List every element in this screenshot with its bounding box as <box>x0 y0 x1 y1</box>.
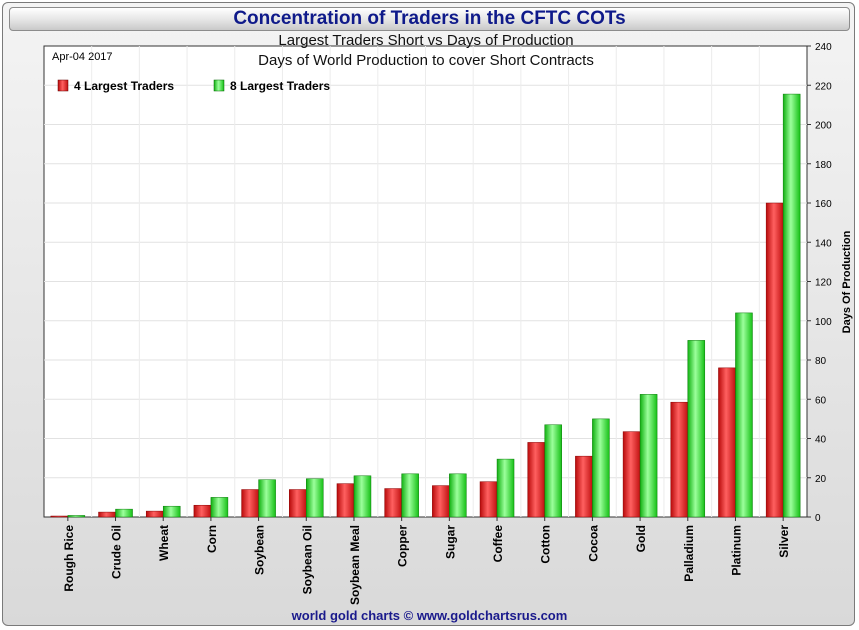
y-tick-label: 60 <box>815 395 827 406</box>
bar-4-largest-wheat <box>145 510 164 518</box>
x-axis: Rough Rice Crude Oil Wheat Corn Soybean Soybe… <box>62 517 791 605</box>
subtitle: Largest Traders Short vs Days of Product… <box>278 32 573 49</box>
y-tick-label: 80 <box>815 356 827 367</box>
x-tick-label: Soybean <box>253 525 267 575</box>
chart-title: Concentration of Traders in the CFTC COT… <box>233 8 626 29</box>
bar-8-largest-coffee <box>496 458 515 518</box>
bar-4-largest-soybean-meal <box>336 483 355 518</box>
bar-4-largest-gold <box>622 431 641 518</box>
bar-8-largest-soybean-meal <box>353 475 372 518</box>
x-tick-label: Copper <box>396 525 410 567</box>
date-label: Apr-04 2017 <box>52 51 113 63</box>
legend-swatch-4-largest <box>57 79 69 92</box>
bar-4-largest-rough-rice <box>50 515 69 518</box>
bar-8-largest-copper <box>401 473 419 518</box>
y-tick-label: 20 <box>815 474 827 485</box>
bar-8-largest-wheat <box>162 505 181 518</box>
bar-8-largest-rough-rice <box>67 515 86 518</box>
x-tick-label: Silver <box>777 525 791 558</box>
x-tick-label: Rough Rice <box>62 525 76 592</box>
bar-4-largest-cotton <box>527 442 545 518</box>
y-tick-label: 120 <box>815 278 832 289</box>
bar-4-largest-copper <box>384 488 402 518</box>
legend-label-8-largest: 8 Largest Traders <box>230 79 330 93</box>
footer-credit: world gold charts © www.goldchartsrus.co… <box>291 608 568 623</box>
bar-8-largest-soybean <box>258 479 276 518</box>
x-tick-label: Cocoa <box>586 525 600 562</box>
y-tick-label: 240 <box>815 42 832 53</box>
y-axis: 0 20 40 60 80 100 120 140 160 180 200 220 240 <box>807 42 832 524</box>
x-tick-label: Soybean Oil <box>300 525 314 594</box>
bar-8-largest-palladium <box>687 340 706 518</box>
bar-4-largest-cocoa <box>575 455 593 518</box>
legend-swatch-8-largest <box>213 79 225 92</box>
x-tick-label: Coffee <box>491 525 505 563</box>
bar-8-largest-gold <box>639 394 658 518</box>
bar-4-largest-platinum <box>718 367 736 518</box>
bar-8-largest-sugar <box>449 473 467 518</box>
bar-8-largest-platinum <box>735 312 753 518</box>
y-axis-label: Days Of Production <box>841 230 853 333</box>
bar-4-largest-silver <box>765 202 784 518</box>
y-tick-label: 220 <box>815 81 832 92</box>
x-tick-label: Platinum <box>729 525 743 576</box>
bars <box>50 93 801 518</box>
bar-8-largest-crude-oil <box>115 508 133 518</box>
y-tick-label: 100 <box>815 317 832 328</box>
subtitle-2: Days of World Production to cover Short … <box>258 52 594 69</box>
y-tick-label: 140 <box>815 238 832 249</box>
bar-4-largest-sugar <box>432 485 450 518</box>
bar-4-largest-soybean-oil <box>289 489 307 518</box>
x-tick-label: Cotton <box>539 525 553 564</box>
x-tick-label: Corn <box>205 525 219 553</box>
x-tick-label: Gold <box>634 525 648 552</box>
x-tick-label: Wheat <box>157 525 171 561</box>
bar-4-largest-corn <box>193 504 212 518</box>
y-tick-label: 160 <box>815 199 832 210</box>
y-tick-label: 180 <box>815 160 832 171</box>
y-tick-label: 200 <box>815 121 832 132</box>
y-tick-label: 0 <box>815 513 821 524</box>
legend: 4 Largest Traders 8 Largest Traders <box>57 79 330 93</box>
bar-8-largest-cocoa <box>592 418 610 518</box>
bar-8-largest-soybean-oil <box>306 478 324 518</box>
bar-8-largest-cotton <box>544 424 562 518</box>
grid-lines <box>44 46 807 517</box>
legend-label-4-largest: 4 Largest Traders <box>74 79 174 93</box>
x-tick-label: Sugar <box>443 525 457 559</box>
x-tick-label: Palladium <box>682 525 696 582</box>
x-tick-label: Crude Oil <box>110 525 124 579</box>
title-banner: Concentration of Traders in the CFTC COT… <box>9 7 850 31</box>
bar-8-largest-corn <box>210 497 229 518</box>
y-tick-label: 40 <box>815 435 827 446</box>
bar-4-largest-coffee <box>479 481 498 518</box>
bar-8-largest-silver <box>782 93 801 518</box>
bar-4-largest-soybean <box>241 489 259 518</box>
x-tick-label: Soybean Meal <box>348 525 362 605</box>
bar-4-largest-crude-oil <box>98 511 116 518</box>
bar-4-largest-palladium <box>670 401 689 518</box>
